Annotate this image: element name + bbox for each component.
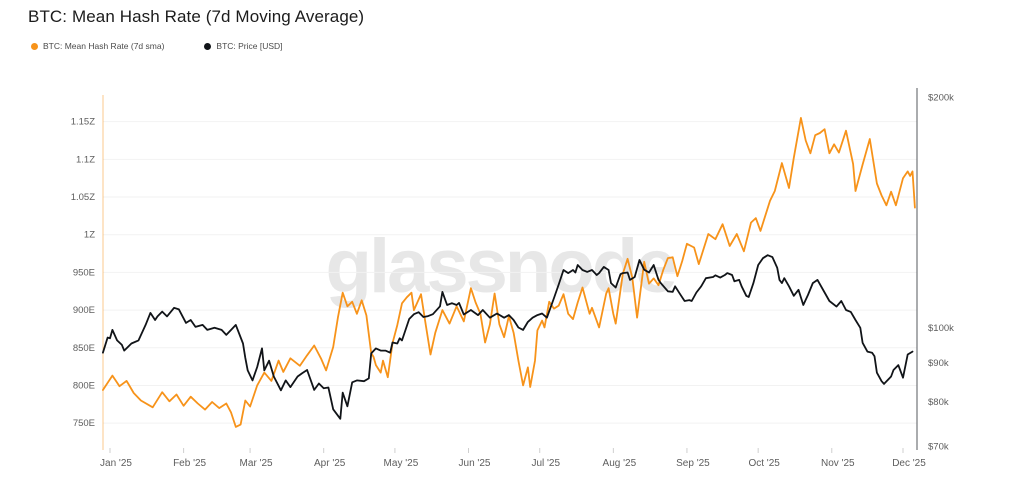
left-tick-label: 1Z [84, 230, 95, 241]
x-tick-label: Apr '25 [314, 458, 346, 469]
series-line-price[interactable] [102, 254, 914, 420]
left-tick-label: 800E [73, 380, 95, 391]
legend-item-1[interactable]: BTC: Price [USD] [204, 41, 283, 51]
left-tick-label: 1.1Z [76, 154, 95, 165]
right-tick-label: $90k [928, 358, 949, 369]
left-tick-label: 900E [73, 305, 95, 316]
series-line-hashrate[interactable] [102, 117, 916, 428]
x-tick-label: Aug '25 [603, 458, 637, 469]
x-tick-label: Sep '25 [676, 458, 710, 469]
x-tick-label: Jul '25 [531, 458, 560, 469]
x-tick-label: Mar '25 [240, 458, 273, 469]
legend-dot-icon [204, 42, 212, 50]
right-tick-label: $80k [928, 397, 949, 408]
x-tick-label: May '25 [384, 458, 419, 469]
x-tick-label: Jun '25 [459, 458, 491, 469]
left-tick-label: 850E [73, 343, 95, 354]
left-tick-label: 1.05Z [71, 192, 95, 203]
x-tick-label: Feb '25 [173, 458, 206, 469]
x-tick-label: Dec '25 [892, 458, 926, 469]
legend-label: BTC: Price [USD] [216, 41, 283, 51]
left-tick-label: 1.15Z [71, 117, 95, 128]
x-tick-label: Nov '25 [821, 458, 855, 469]
legend-label: BTC: Mean Hash Rate (7d sma) [43, 41, 165, 51]
page-title: BTC: Mean Hash Rate (7d Moving Average) [28, 7, 365, 26]
legend: BTC: Mean Hash Rate (7d sma) BTC: Price [… [31, 41, 283, 51]
left-tick-label: 750E [73, 418, 95, 429]
left-tick-label: 950E [73, 267, 95, 278]
glassnode-watermark: glassnode [326, 224, 676, 309]
right-tick-label: $200k [928, 93, 954, 104]
right-tick-label: $70k [928, 442, 949, 453]
right-tick-label: $100k [928, 323, 954, 334]
x-tick-label: Jan '25 [100, 458, 132, 469]
legend-item-0[interactable]: BTC: Mean Hash Rate (7d sma) [31, 41, 164, 51]
legend-dot-icon [31, 42, 38, 50]
x-tick-label: Oct '25 [748, 458, 780, 469]
